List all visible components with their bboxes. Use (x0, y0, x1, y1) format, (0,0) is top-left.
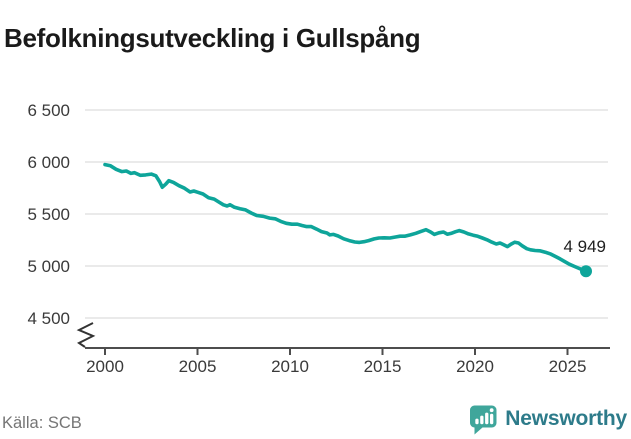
y-tick-label-4500: 4 500 (27, 309, 70, 328)
end-value-label: 4 949 (563, 237, 606, 256)
newsworthy-icon (470, 405, 497, 435)
axis-break-icon (76, 322, 96, 348)
x-tick-label-2000: 2000 (86, 357, 124, 376)
x-tick-label-2015: 2015 (364, 357, 402, 376)
x-tick-label-2025: 2025 (549, 357, 587, 376)
brand-logo: Newsworthy (467, 402, 627, 436)
y-tick-label-5500: 5 500 (27, 205, 70, 224)
y-tick-label-6000: 6 000 (27, 153, 70, 172)
brand-name: Newsworthy (505, 407, 627, 430)
x-tick-label-2020: 2020 (456, 357, 494, 376)
x-tick-label-2010: 2010 (271, 357, 309, 376)
source-note: Källa: SCB (2, 414, 82, 432)
end-point-marker (580, 265, 592, 278)
y-tick-label-5000: 5 000 (27, 257, 70, 276)
population-line (103, 162, 588, 274)
x-tick-label-2005: 2005 (179, 357, 217, 376)
y-tick-label-6500: 6 500 (27, 101, 70, 120)
page-title: Befolkningsutveckling i Gullspång (4, 23, 421, 54)
